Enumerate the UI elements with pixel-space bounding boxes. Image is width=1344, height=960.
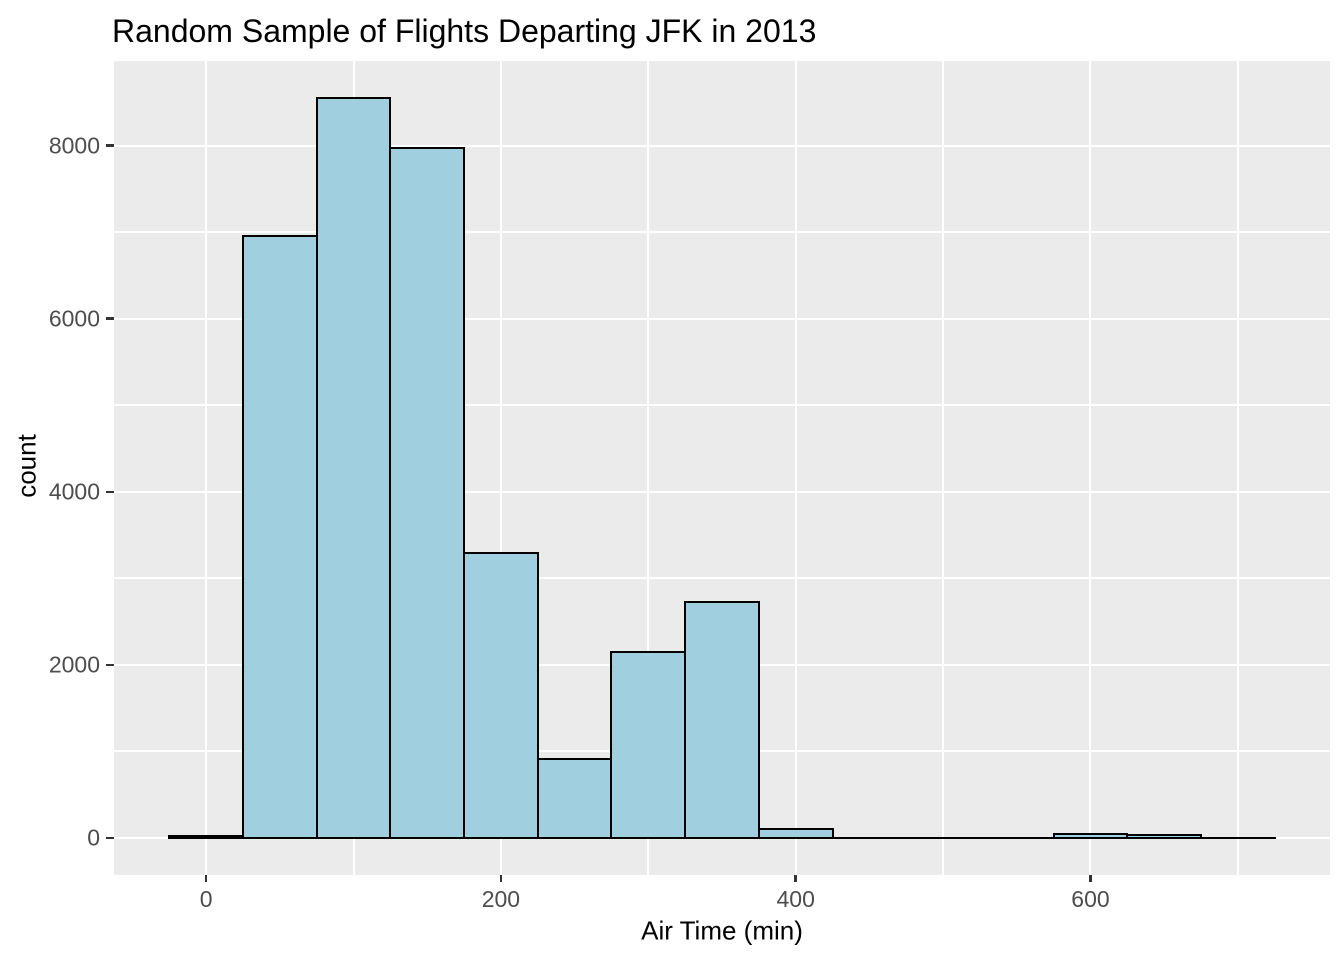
x-major-gridline <box>205 61 208 875</box>
plot-title: Random Sample of Flights Departing JFK i… <box>112 13 817 49</box>
y-tick-label: 8000 <box>48 132 100 159</box>
y-major-gridline <box>114 317 1330 320</box>
histogram-bar-zero <box>905 836 981 840</box>
x-tick-mark <box>204 875 208 882</box>
y-tick-label: 4000 <box>48 478 100 505</box>
y-minor-gridline <box>114 231 1330 234</box>
x-major-gridline <box>499 61 502 875</box>
x-tick-label: 200 <box>481 886 521 912</box>
x-minor-gridline <box>647 61 650 875</box>
x-tick-mark <box>499 875 503 882</box>
y-tick-mark <box>106 836 114 840</box>
y-major-gridline <box>114 490 1330 493</box>
plot-panel <box>114 61 1330 875</box>
histogram-bar <box>536 758 613 839</box>
x-major-gridline <box>794 61 797 875</box>
y-tick-mark <box>106 663 114 667</box>
y-tick-label: 2000 <box>48 651 100 678</box>
x-tick-mark <box>1089 875 1092 882</box>
x-major-gridline <box>1089 61 1092 875</box>
histogram-bar <box>389 147 466 839</box>
histogram-bar <box>610 650 687 839</box>
y-tick-label: 6000 <box>48 305 100 332</box>
y-tick-mark <box>106 490 114 494</box>
histogram-bar <box>241 235 318 839</box>
x-tick-label: 400 <box>776 886 815 912</box>
histogram-bar-zero <box>831 836 908 840</box>
x-axis-title: Air Time (min) <box>641 915 803 946</box>
x-tick-label: 600 <box>1071 886 1110 912</box>
x-tick-label: 0 <box>199 886 213 912</box>
y-minor-gridline <box>114 577 1330 580</box>
y-tick-label: 0 <box>87 824 100 851</box>
histogram-bar <box>463 552 539 839</box>
y-axis-title: count <box>11 434 42 498</box>
y-tick-mark <box>106 144 114 147</box>
x-minor-gridline <box>1236 61 1239 875</box>
histogram-bar <box>757 827 834 839</box>
y-tick-mark <box>106 317 114 320</box>
histogram-bar <box>684 600 760 839</box>
x-minor-gridline <box>942 61 945 875</box>
histogram-bar-zero <box>978 836 1055 840</box>
histogram-bar <box>315 97 392 839</box>
x-tick-mark <box>794 875 797 882</box>
histogram-bar <box>1052 833 1129 839</box>
histogram-bar-zero <box>1200 836 1276 840</box>
y-major-gridline <box>114 144 1330 147</box>
histogram-bar-zero <box>168 835 244 840</box>
y-minor-gridline <box>114 404 1330 407</box>
histogram-bar <box>1126 834 1203 839</box>
